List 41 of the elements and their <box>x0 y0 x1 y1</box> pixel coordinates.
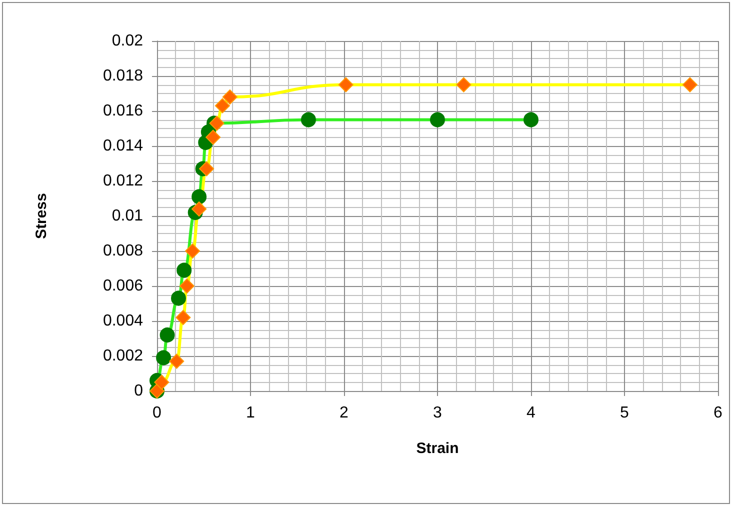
x-tick-label: 4 <box>526 404 536 422</box>
x-tick-label: 6 <box>714 404 723 422</box>
point <box>176 310 191 325</box>
point <box>199 161 214 176</box>
y-tick-label: 0.012 <box>102 172 144 190</box>
x-tick-label: 2 <box>340 404 349 422</box>
y-tick-label: 0.018 <box>102 68 144 84</box>
point <box>222 90 238 104</box>
point <box>160 328 175 342</box>
point <box>156 350 172 366</box>
point <box>176 262 192 278</box>
point <box>185 244 200 258</box>
point <box>214 98 230 114</box>
x-tick-label: 1 <box>246 404 256 422</box>
point <box>682 77 698 92</box>
y-tick-label: 0.006 <box>102 278 144 294</box>
y-tick-label: 0.01 <box>112 208 144 224</box>
x-tick-label: 0 <box>152 404 162 422</box>
y-tick-label: 0.004 <box>102 312 144 330</box>
y-tick-label: 0 <box>134 382 144 400</box>
x-tick-label: 3 <box>433 404 442 422</box>
point <box>456 77 472 92</box>
y-tick-label: 0.014 <box>102 138 144 154</box>
point <box>169 354 184 369</box>
point <box>171 290 186 306</box>
y-axis-title: Stress <box>33 193 50 239</box>
y-tick-label: 0.002 <box>102 348 144 364</box>
point <box>192 189 207 204</box>
point <box>179 278 194 294</box>
point <box>430 112 445 128</box>
y-tick-label: 0.016 <box>102 102 144 120</box>
point <box>206 130 221 145</box>
x-axis-title: Strain <box>416 440 459 457</box>
x-tick-label: 5 <box>620 404 630 422</box>
point <box>192 202 207 216</box>
y-tick-label: 0.02 <box>112 32 144 50</box>
point <box>300 112 316 128</box>
point <box>154 374 170 390</box>
y-tick-label: 0.008 <box>102 242 144 260</box>
point <box>338 77 354 92</box>
point <box>524 112 538 128</box>
